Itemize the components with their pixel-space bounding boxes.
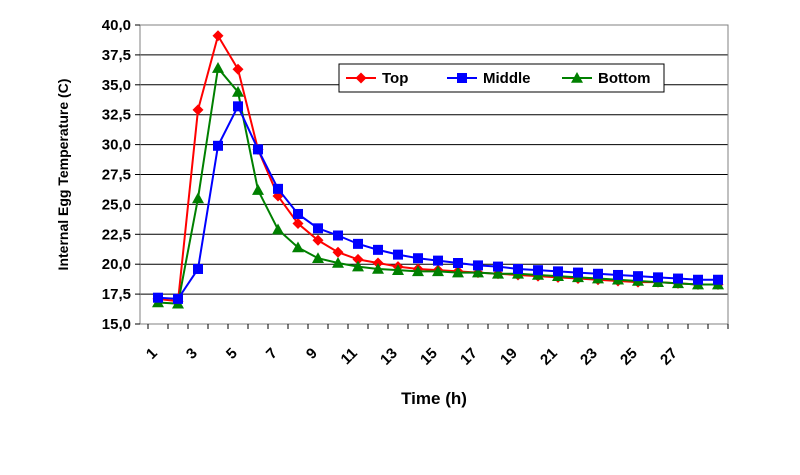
series-middle-point <box>253 144 263 155</box>
series-top-point <box>292 218 304 230</box>
y-tick-label: 30,0 <box>102 137 131 154</box>
series-middle-point <box>373 244 383 255</box>
y-tick-label: 35,0 <box>102 77 131 94</box>
series-middle-point <box>573 267 583 278</box>
series-middle-point <box>413 253 423 264</box>
x-tick-label: 9 <box>303 345 321 363</box>
series-middle-point <box>533 265 543 276</box>
y-tick-label: 15,0 <box>102 316 131 333</box>
series-bottom-point <box>432 265 444 277</box>
x-tick-label: 5 <box>223 345 241 363</box>
series-bottom-point <box>492 267 504 279</box>
y-tick-label: 20,0 <box>102 256 131 273</box>
series-middle-point <box>713 274 723 285</box>
legend-box <box>338 63 665 93</box>
series-bottom-point <box>332 257 344 268</box>
x-tick-label: 17 <box>457 345 481 369</box>
legend-item-bottom: Bottom <box>562 70 651 87</box>
series-bottom-point <box>372 262 384 274</box>
x-axis-ticks: 1 3 5 7 9 11 13 15 17 19 21 23 25 27 <box>143 324 729 369</box>
series-middle-point <box>313 223 323 234</box>
x-axis-title: Time (h) <box>401 389 467 408</box>
legend: Top Middle Bottom <box>338 63 665 93</box>
legend-top-label: Top <box>382 70 408 87</box>
legend-middle-marker <box>457 73 467 83</box>
x-tick-label: 27 <box>657 345 681 369</box>
y-tick-label: 27,5 <box>102 167 131 184</box>
series-top-point <box>312 234 324 246</box>
series-bottom-point <box>252 184 264 195</box>
series-middle-point <box>693 274 703 285</box>
x-tick-label: 13 <box>377 345 401 369</box>
y-tick-label: 32,5 <box>102 107 131 124</box>
x-tick-label: 3 <box>183 345 201 363</box>
series-middle-point <box>393 249 403 260</box>
series-middle-point <box>333 230 343 241</box>
series-middle-point <box>433 255 443 266</box>
legend-item-top: Top <box>346 70 408 87</box>
x-tick-label: 25 <box>617 345 641 369</box>
legend-bottom-label: Bottom <box>598 70 651 87</box>
series-group <box>152 30 724 309</box>
legend-middle-label: Middle <box>483 70 531 87</box>
series-bottom-point <box>272 223 284 235</box>
y-tick-label: 17,5 <box>102 286 131 303</box>
x-tick-label: 21 <box>537 345 561 369</box>
series-middle-point <box>233 101 243 112</box>
series-top-point <box>352 253 364 265</box>
y-axis-title: Internal Egg Temperature (C) <box>55 79 71 271</box>
series-top-point <box>332 246 344 258</box>
y-axis-ticks: 15,0 17,5 20,0 22,5 25,0 27,5 30,0 32,5 35,0 37,5… <box>102 17 140 333</box>
series-middle-point <box>293 208 303 219</box>
series-middle-point <box>493 261 503 272</box>
series-bottom-point <box>312 252 324 264</box>
series-bottom-point <box>212 62 224 73</box>
y-tick-label: 25,0 <box>102 196 131 213</box>
series-top-point <box>192 104 204 116</box>
series-top-point <box>232 63 244 75</box>
series-middle-point <box>153 292 163 303</box>
y-tick-label: 40,0 <box>102 17 131 34</box>
series-middle-point <box>653 272 663 283</box>
series-middle-point <box>513 263 523 274</box>
x-tick-label: 19 <box>497 345 521 369</box>
y-tick-label: 22,5 <box>102 226 131 243</box>
legend-item-middle: Middle <box>447 70 531 87</box>
series-bottom-point <box>292 241 304 253</box>
series-top-point <box>212 30 224 42</box>
series-middle-point <box>633 271 643 282</box>
series-middle-point <box>353 238 363 249</box>
series-middle-point <box>173 293 183 304</box>
series-middle-point <box>553 266 563 277</box>
x-tick-label: 7 <box>263 345 281 363</box>
x-tick-label: 1 <box>143 345 161 363</box>
series-bottom-point <box>452 266 464 278</box>
legend-top-marker <box>355 72 367 84</box>
series-middle-point <box>213 140 223 151</box>
series-middle <box>153 101 723 304</box>
series-bottom-point <box>192 192 204 204</box>
legend-bottom-marker <box>571 72 583 83</box>
series-bottom-point <box>232 85 244 97</box>
series-middle-point <box>613 269 623 280</box>
y-tick-label: 37,5 <box>102 47 131 64</box>
series-middle-point <box>193 263 203 274</box>
series-middle-point <box>673 273 683 284</box>
x-tick-label: 23 <box>577 345 601 369</box>
series-bottom-point <box>392 264 404 275</box>
series-middle-point <box>273 183 283 194</box>
x-tick-label: 11 <box>338 345 361 368</box>
series-bottom-point <box>412 265 424 277</box>
series-bottom-point <box>352 260 364 272</box>
series-middle-point <box>593 268 603 279</box>
series-bottom-point <box>472 266 484 278</box>
series-middle-point <box>453 258 463 269</box>
series-middle-point <box>473 260 483 271</box>
x-tick-label: 15 <box>417 345 441 369</box>
